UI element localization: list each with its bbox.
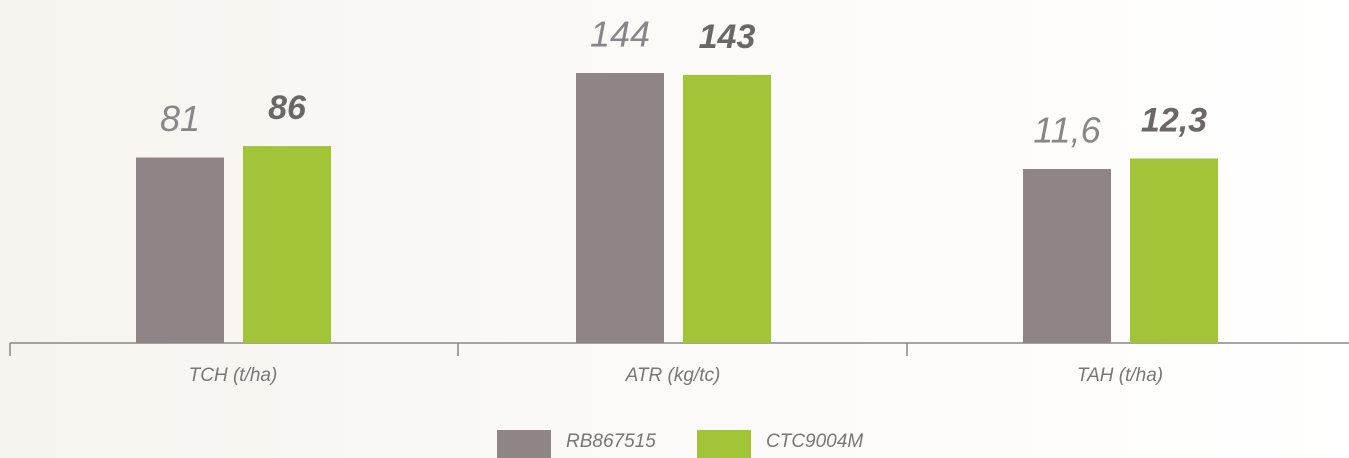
legend-swatch — [697, 430, 751, 458]
value-label: 86 — [268, 89, 307, 127]
bar — [243, 146, 331, 343]
bar — [136, 157, 224, 343]
bar — [683, 74, 771, 343]
legend-swatch — [497, 430, 551, 458]
x-tick-label: ATR (kg/tc) — [625, 365, 721, 386]
bar — [1023, 169, 1111, 343]
value-label: 12,3 — [1141, 101, 1207, 139]
value-label: 11,6 — [1033, 110, 1101, 151]
legend-label: CTC9004M — [766, 431, 863, 452]
bar — [576, 73, 664, 343]
value-label: 81 — [160, 98, 200, 139]
x-tick-label: TCH (t/ha) — [189, 365, 278, 386]
value-label: 144 — [590, 14, 650, 55]
value-label: 143 — [699, 18, 756, 56]
legend-label: RB867515 — [566, 431, 656, 452]
x-tick-label: TAH (t/ha) — [1077, 365, 1163, 386]
bar — [1130, 158, 1218, 343]
